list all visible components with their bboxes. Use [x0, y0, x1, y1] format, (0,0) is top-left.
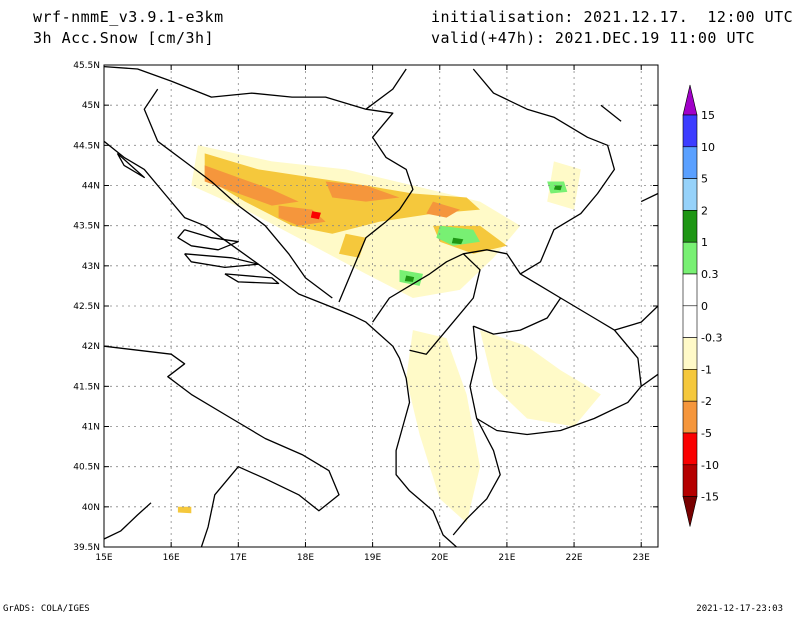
legend-label: -0.3	[701, 332, 722, 345]
snow-area-16	[451, 237, 464, 245]
y-tick-label: 42N	[82, 342, 100, 352]
legend-label: -10	[701, 459, 719, 472]
legend-label: -15	[701, 491, 719, 504]
legend-label: -1	[701, 363, 712, 376]
legend-swatch	[682, 369, 698, 402]
legend-cap-top	[682, 84, 698, 116]
coastline	[184, 253, 260, 269]
country-border	[143, 88, 333, 299]
y-tick-label: 44N	[82, 182, 100, 192]
snow-area-17	[404, 275, 415, 282]
country-border	[640, 373, 658, 387]
valid-time: valid(+47h): 2021.DEC.19 11:00 UTC	[431, 29, 756, 47]
legend-swatch	[682, 305, 698, 338]
snow-area-7	[177, 506, 192, 514]
x-tick-label: 21E	[498, 553, 515, 563]
legend-swatch	[682, 273, 698, 307]
snow-area-18	[553, 185, 562, 191]
legend-label: 0	[701, 300, 708, 313]
legend-label: -2	[701, 395, 712, 408]
legend-label: -5	[701, 427, 712, 440]
country-border	[452, 418, 501, 536]
legend-label: 1	[701, 236, 708, 249]
x-tick-label: 23E	[633, 553, 650, 563]
y-tick-label: 40N	[82, 503, 100, 513]
coastline	[104, 345, 340, 547]
legend-label: 5	[701, 173, 708, 186]
y-tick-label: 45N	[82, 101, 100, 111]
snow-area-12	[310, 211, 321, 220]
y-tick-label: 39.5N	[73, 543, 100, 553]
coastline	[224, 273, 280, 285]
country-border	[640, 192, 658, 203]
snow-area-9	[325, 181, 400, 202]
snow-area-13	[436, 225, 480, 246]
x-tick-label: 19E	[364, 553, 381, 563]
legend-swatch	[682, 146, 698, 179]
color-legend: 15 10 5 2 1 0.3 0 -0.3 -1 -2 -5 -10 -15	[682, 84, 722, 527]
grads-credit: GrADS: COLA/IGES	[3, 604, 90, 614]
x-tick-label: 22E	[565, 553, 582, 563]
legend-swatch	[682, 432, 698, 466]
coastline	[104, 502, 152, 540]
legend-swatch	[682, 241, 698, 275]
x-tick-label: 20E	[431, 553, 448, 563]
x-tick-label: 16E	[163, 553, 180, 563]
legend-swatch	[682, 114, 698, 148]
snow-area-2	[480, 330, 601, 427]
y-tick-label: 41.5N	[73, 382, 100, 392]
y-tick-label: 44.5N	[73, 141, 100, 151]
y-tick-label: 45.5N	[73, 61, 100, 71]
country-border	[104, 65, 414, 303]
model-name: wrf-nmmE_v3.9.1-e3km	[33, 8, 224, 26]
coastline	[104, 140, 457, 547]
coastline	[177, 229, 239, 251]
legend-label: 2	[701, 204, 708, 217]
country-border	[469, 297, 642, 436]
snow-area-8	[204, 165, 299, 206]
legend-label: 10	[701, 141, 715, 154]
legend-swatch	[682, 400, 698, 434]
y-tick-label: 40.5N	[73, 463, 100, 473]
country-border	[472, 68, 616, 275]
country-border	[614, 305, 658, 331]
legend-swatch	[682, 178, 698, 211]
legend-cap-bottom	[682, 496, 698, 527]
snow-area-6	[339, 233, 366, 258]
country-border	[365, 68, 407, 110]
axis-ticks: 15E 16E 17E 18E 19E 20E 21E 22E 23E 39.5N 40N 40.5N…	[73, 61, 658, 563]
x-tick-label: 15E	[95, 553, 112, 563]
legend-swatch	[682, 337, 698, 370]
field-title: 3h Acc.Snow [cm/3h]	[33, 29, 215, 47]
coastline	[116, 152, 145, 179]
y-tick-label: 43.5N	[73, 222, 100, 232]
render-timestamp: 2021-12-17-23:03	[696, 604, 783, 614]
country-border	[372, 253, 481, 355]
snow-area-1	[406, 330, 480, 523]
snow-area-10	[278, 205, 326, 226]
y-tick-label: 43N	[82, 262, 100, 272]
snow-area-11	[426, 201, 460, 218]
legend-swatch	[682, 464, 698, 497]
y-tick-label: 41N	[82, 423, 100, 433]
geo-lines-layer	[104, 65, 658, 547]
x-tick-label: 17E	[230, 553, 247, 563]
y-tick-label: 42.5N	[73, 302, 100, 312]
legend-swatch	[682, 210, 698, 243]
country-border	[463, 249, 562, 335]
legend-label: 0.3	[701, 268, 719, 281]
x-tick-label: 18E	[297, 553, 314, 563]
init-time: initialisation: 2021.12.17. 12:00 UTC	[431, 8, 794, 26]
legend-label: 15	[701, 109, 715, 122]
snow-fill-layer	[177, 145, 601, 523]
country-border	[600, 104, 622, 122]
